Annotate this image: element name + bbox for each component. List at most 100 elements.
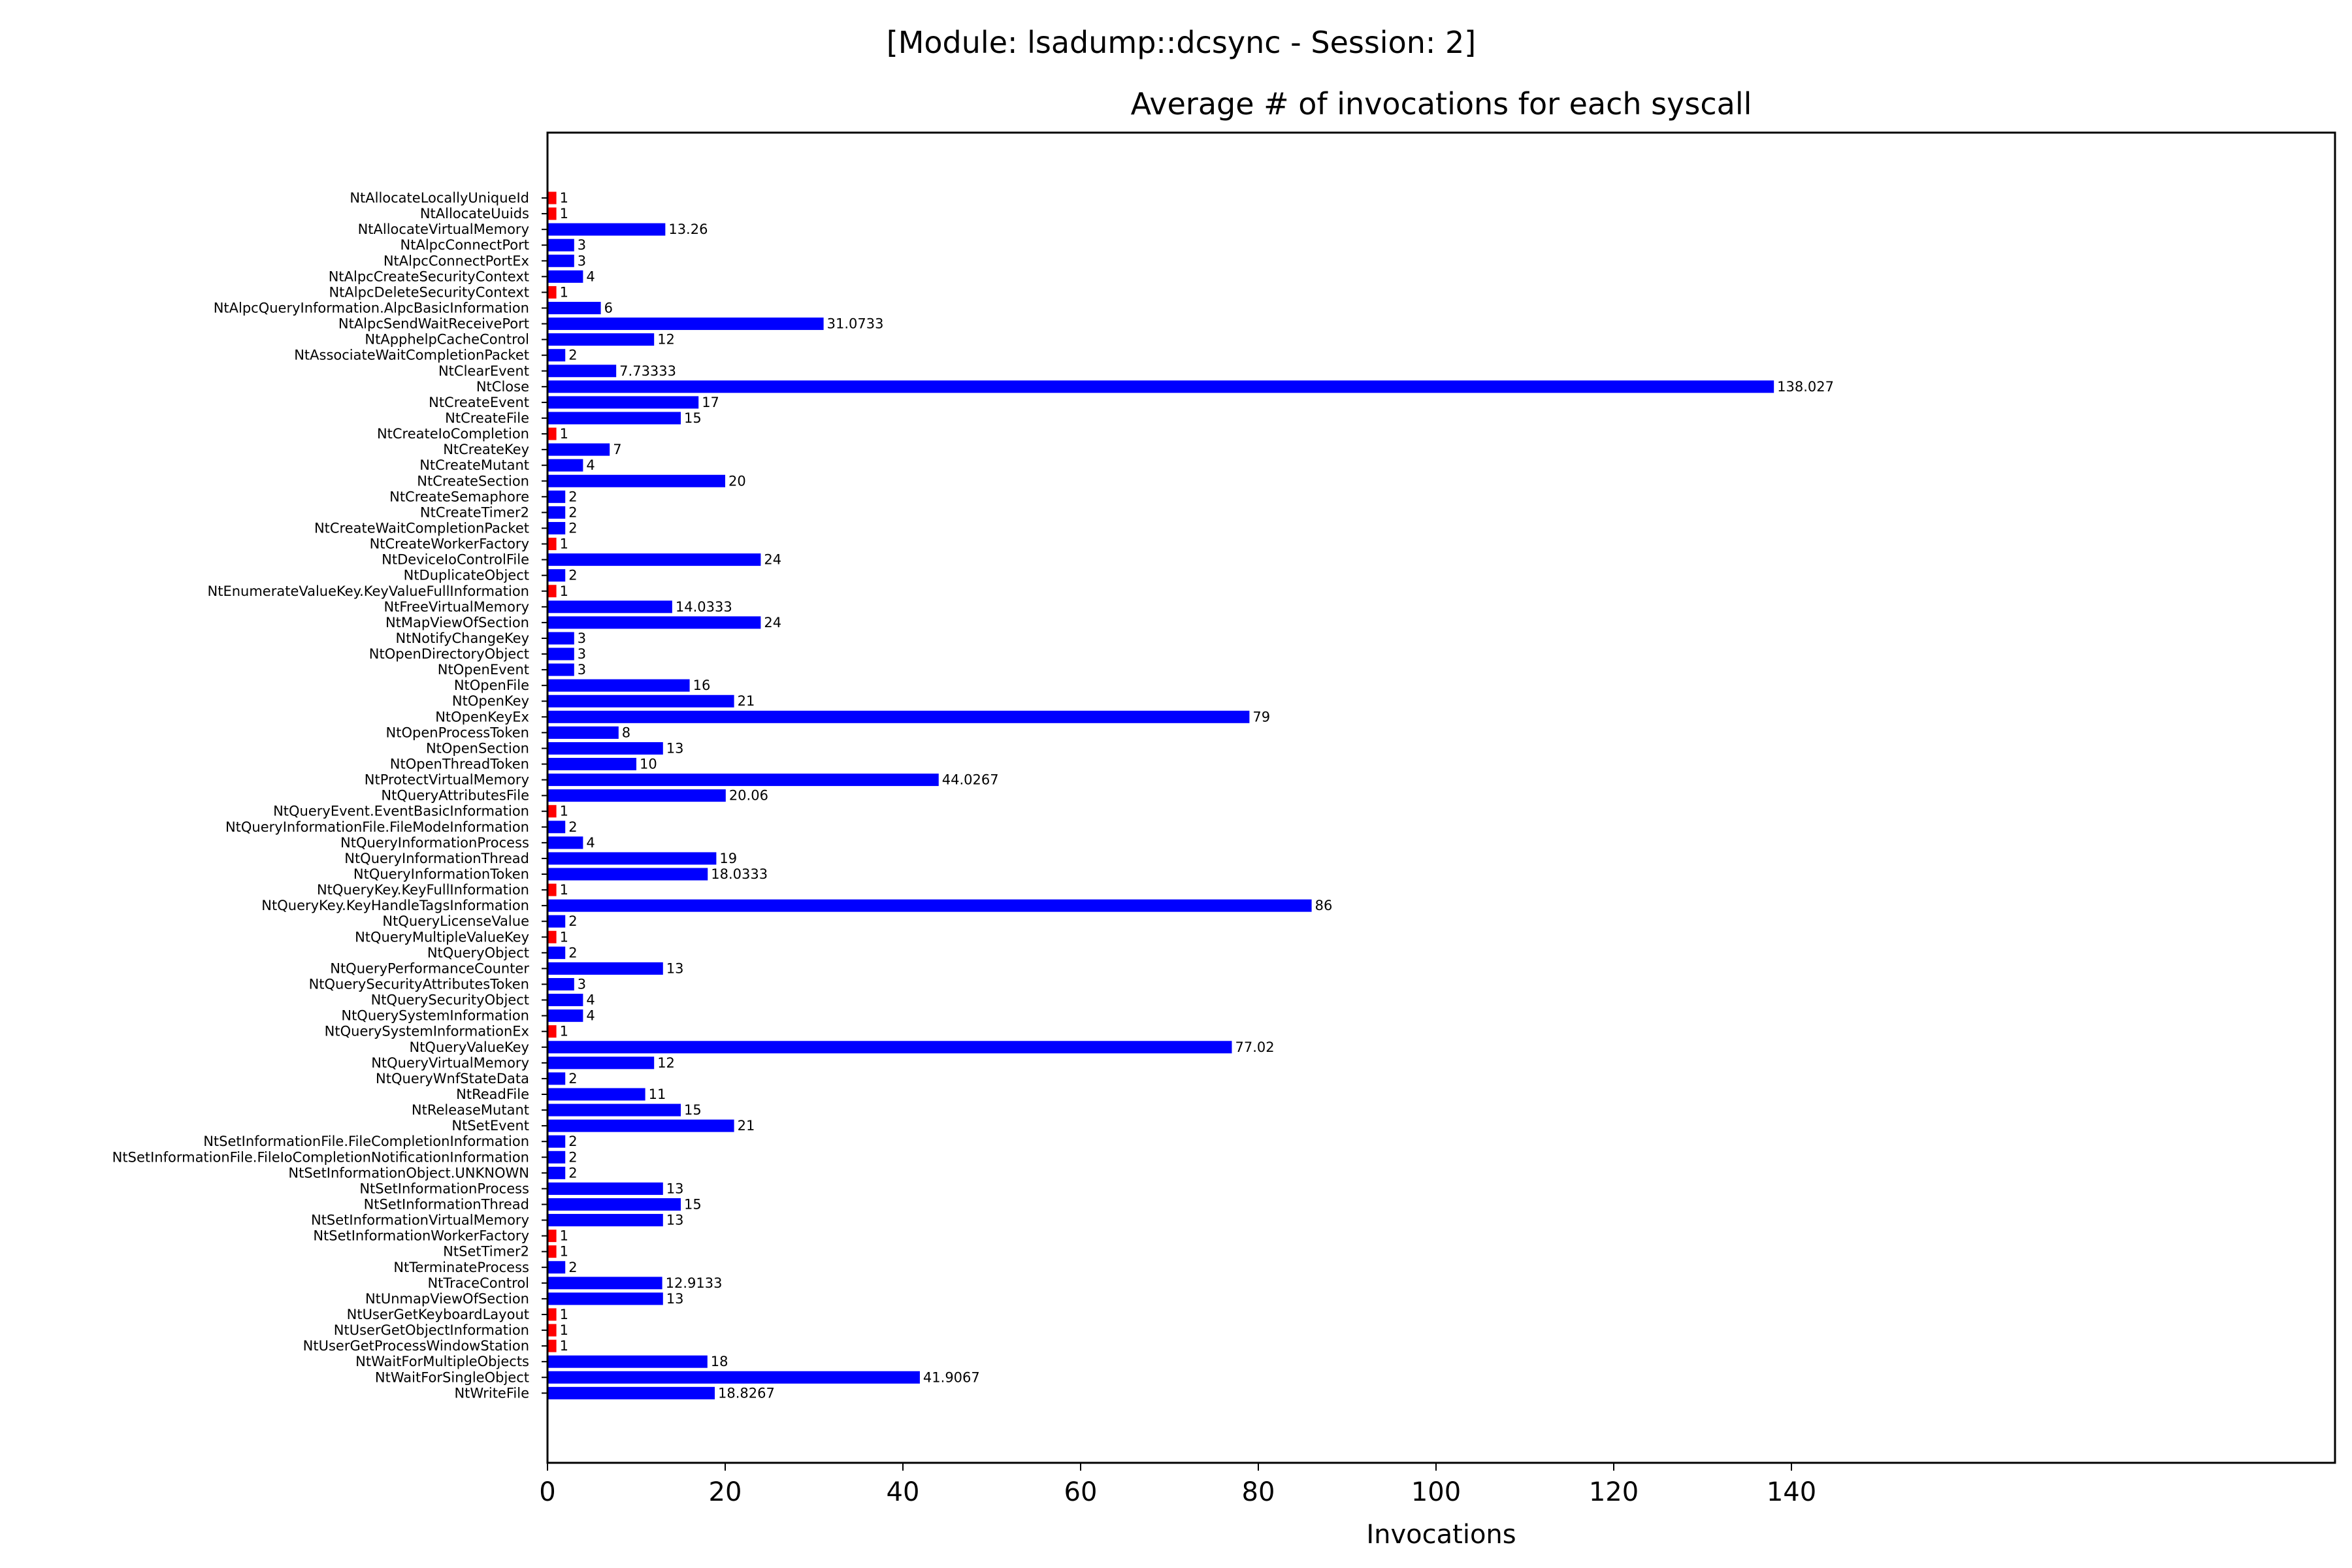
bar-NtDuplicateObject [547,569,566,582]
bar-NtTerminateProcess [547,1261,566,1274]
data-label: 15 [684,410,702,426]
y-tick-label: NtAlpcQueryInformation.AlpcBasicInformat… [214,300,529,316]
y-tick-label: NtCreateKey [443,442,529,457]
bar-NtAlpcSendWaitReceivePort [547,318,824,331]
x-tick-label: 80 [1242,1477,1275,1507]
figure-suptitle: [Module: lsadump::dcsync - Session: 2] [887,25,1476,60]
data-label: 3 [578,662,586,678]
x-tick-label: 120 [1589,1477,1639,1507]
bar-NtAlpcDeleteSecurityContext [547,286,557,299]
data-label: 13 [666,1291,684,1307]
data-label: 2 [568,520,577,536]
bar-NtQueryEvent.EventBasicInformation [547,805,557,818]
y-tick-label: NtAlpcDeleteSecurityContext [329,284,529,300]
y-tick-label: NtQueryKey.KeyFullInformation [317,882,529,898]
bar-NtEnumerateValueKey.KeyValueFullInformation [547,585,557,598]
bar-NtQuerySecurityAttributesToken [547,978,574,990]
data-label: 2 [568,1149,577,1165]
data-label: 13 [666,960,684,976]
bar-NtSetInformationVirtualMemory [547,1214,663,1227]
data-label: 44.0267 [942,772,999,788]
bar-NtAssociateWaitCompletionPacket [547,349,566,362]
y-tick-label: NtQueryWnfStateData [376,1071,529,1086]
y-tick-label: NtWriteFile [454,1385,529,1401]
y-tick-label: NtReadFile [456,1086,529,1102]
bar-NtAllocateVirtualMemory [547,223,666,236]
data-label: 1 [560,882,568,898]
bar-NtSetInformationObject.UNKNOWN [547,1166,566,1179]
y-tick-label: NtCreateWaitCompletionPacket [314,520,529,536]
data-label: 1 [560,583,568,599]
y-tick-label: NtOpenProcessToken [386,725,529,740]
data-label: 7 [613,442,621,457]
data-label: 13 [666,740,684,756]
bar-NtUserGetKeyboardLayout [547,1308,557,1321]
y-tick-label: NtOpenEvent [438,662,529,678]
y-tick-label: NtCreateEvent [429,395,529,410]
bar-NtSetInformationFile.FileCompletionInformation [547,1135,566,1148]
bar-NtQueryPerformanceCounter [547,962,663,975]
data-label: 138.027 [1777,379,1834,395]
bar-NtOpenFile [547,679,690,692]
y-tick-label: NtQueryAttributesFile [381,788,529,804]
bar-NtClose [547,380,1774,393]
data-label: 3 [578,646,586,662]
y-tick-label: NtSetInformationFile.FileCompletionInfor… [203,1134,529,1149]
data-label: 1 [560,1307,568,1322]
bar-NtReleaseMutant [547,1103,681,1117]
bar-NtUserGetObjectInformation [547,1324,557,1337]
bar-NtCreateFile [547,412,681,425]
bar-NtOpenThreadToken [547,758,636,771]
data-label: 14.0333 [676,599,732,615]
y-tick-label: NtSetInformationWorkerFactory [313,1228,529,1244]
data-label: 3 [578,630,586,646]
bar-NtOpenProcessToken [547,726,619,739]
y-tick-label: NtUserGetProcessWindowStation [303,1338,529,1354]
chart-title: Average # of invocations for each syscal… [1131,86,1752,122]
y-tick-label: NtSetInformationThread [364,1196,529,1212]
plot-area: 1 NtAllocateLocallyUniqueId 1 NtAllocateUui… [112,190,1834,1507]
y-tick-label: NtWaitForSingleObject [375,1369,529,1385]
data-label: 2 [568,1165,577,1181]
bar-NtAlpcConnectPortEx [547,254,574,267]
y-tick-label: NtQueryInformationFile.FileModeInformati… [225,819,529,835]
y-tick-label: NtDuplicateObject [404,568,529,583]
y-tick-label: NtQueryLicenseValue [382,913,529,929]
bar-NtQueryInformationFile.FileModeInformation [547,821,566,834]
y-tick-label: NtQueryKey.KeyHandleTagsInformation [261,898,529,913]
data-label: 1 [560,1244,568,1260]
y-tick-label: NtReleaseMutant [412,1102,529,1118]
y-tick-label: NtOpenKeyEx [435,709,529,725]
data-label: 20 [728,473,746,489]
data-label: 4 [586,457,595,473]
y-tick-label: NtAlpcConnectPortEx [384,253,529,269]
y-tick-label: NtQueryEvent.EventBasicInformation [273,804,529,819]
data-label: 18 [711,1354,728,1369]
bar-NtNotifyChangeKey [547,632,574,645]
bar-NtCreateTimer2 [547,506,566,519]
y-tick-label: NtApphelpCacheControl [365,332,529,348]
y-tick-label: NtClose [476,379,529,395]
data-label: 10 [640,757,657,772]
bar-NtSetInformationWorkerFactory [547,1230,557,1243]
bar-NtQuerySystemInformation [547,1009,583,1022]
y-tick-label: NtQuerySystemInformation [341,1008,529,1024]
bar-NtAlpcQueryInformation.AlpcBasicInformation [547,301,601,314]
x-tick-label: 40 [887,1477,920,1507]
bar-NtClearEvent [547,365,617,378]
bar-NtQueryValueKey [547,1041,1232,1054]
bar-NtCreateWaitCompletionPacket [547,521,566,534]
y-tick-label: NtSetTimer2 [443,1244,529,1260]
x-tick-label: 100 [1411,1477,1461,1507]
y-tick-label: NtOpenKey [452,693,529,709]
y-tick-label: NtOpenDirectoryObject [369,646,529,662]
data-label: 2 [568,489,577,504]
bar-NtCreateIoCompletion [547,427,557,440]
y-tick-label: NtSetInformationObject.UNKNOWN [288,1165,529,1181]
y-tick-label: NtClearEvent [438,363,529,379]
bar-NtQuerySystemInformationEx [547,1025,557,1038]
data-label: 1 [560,1322,568,1338]
y-tick-label: NtOpenSection [426,740,529,756]
bar-NtCreateWorkerFactory [547,538,557,551]
